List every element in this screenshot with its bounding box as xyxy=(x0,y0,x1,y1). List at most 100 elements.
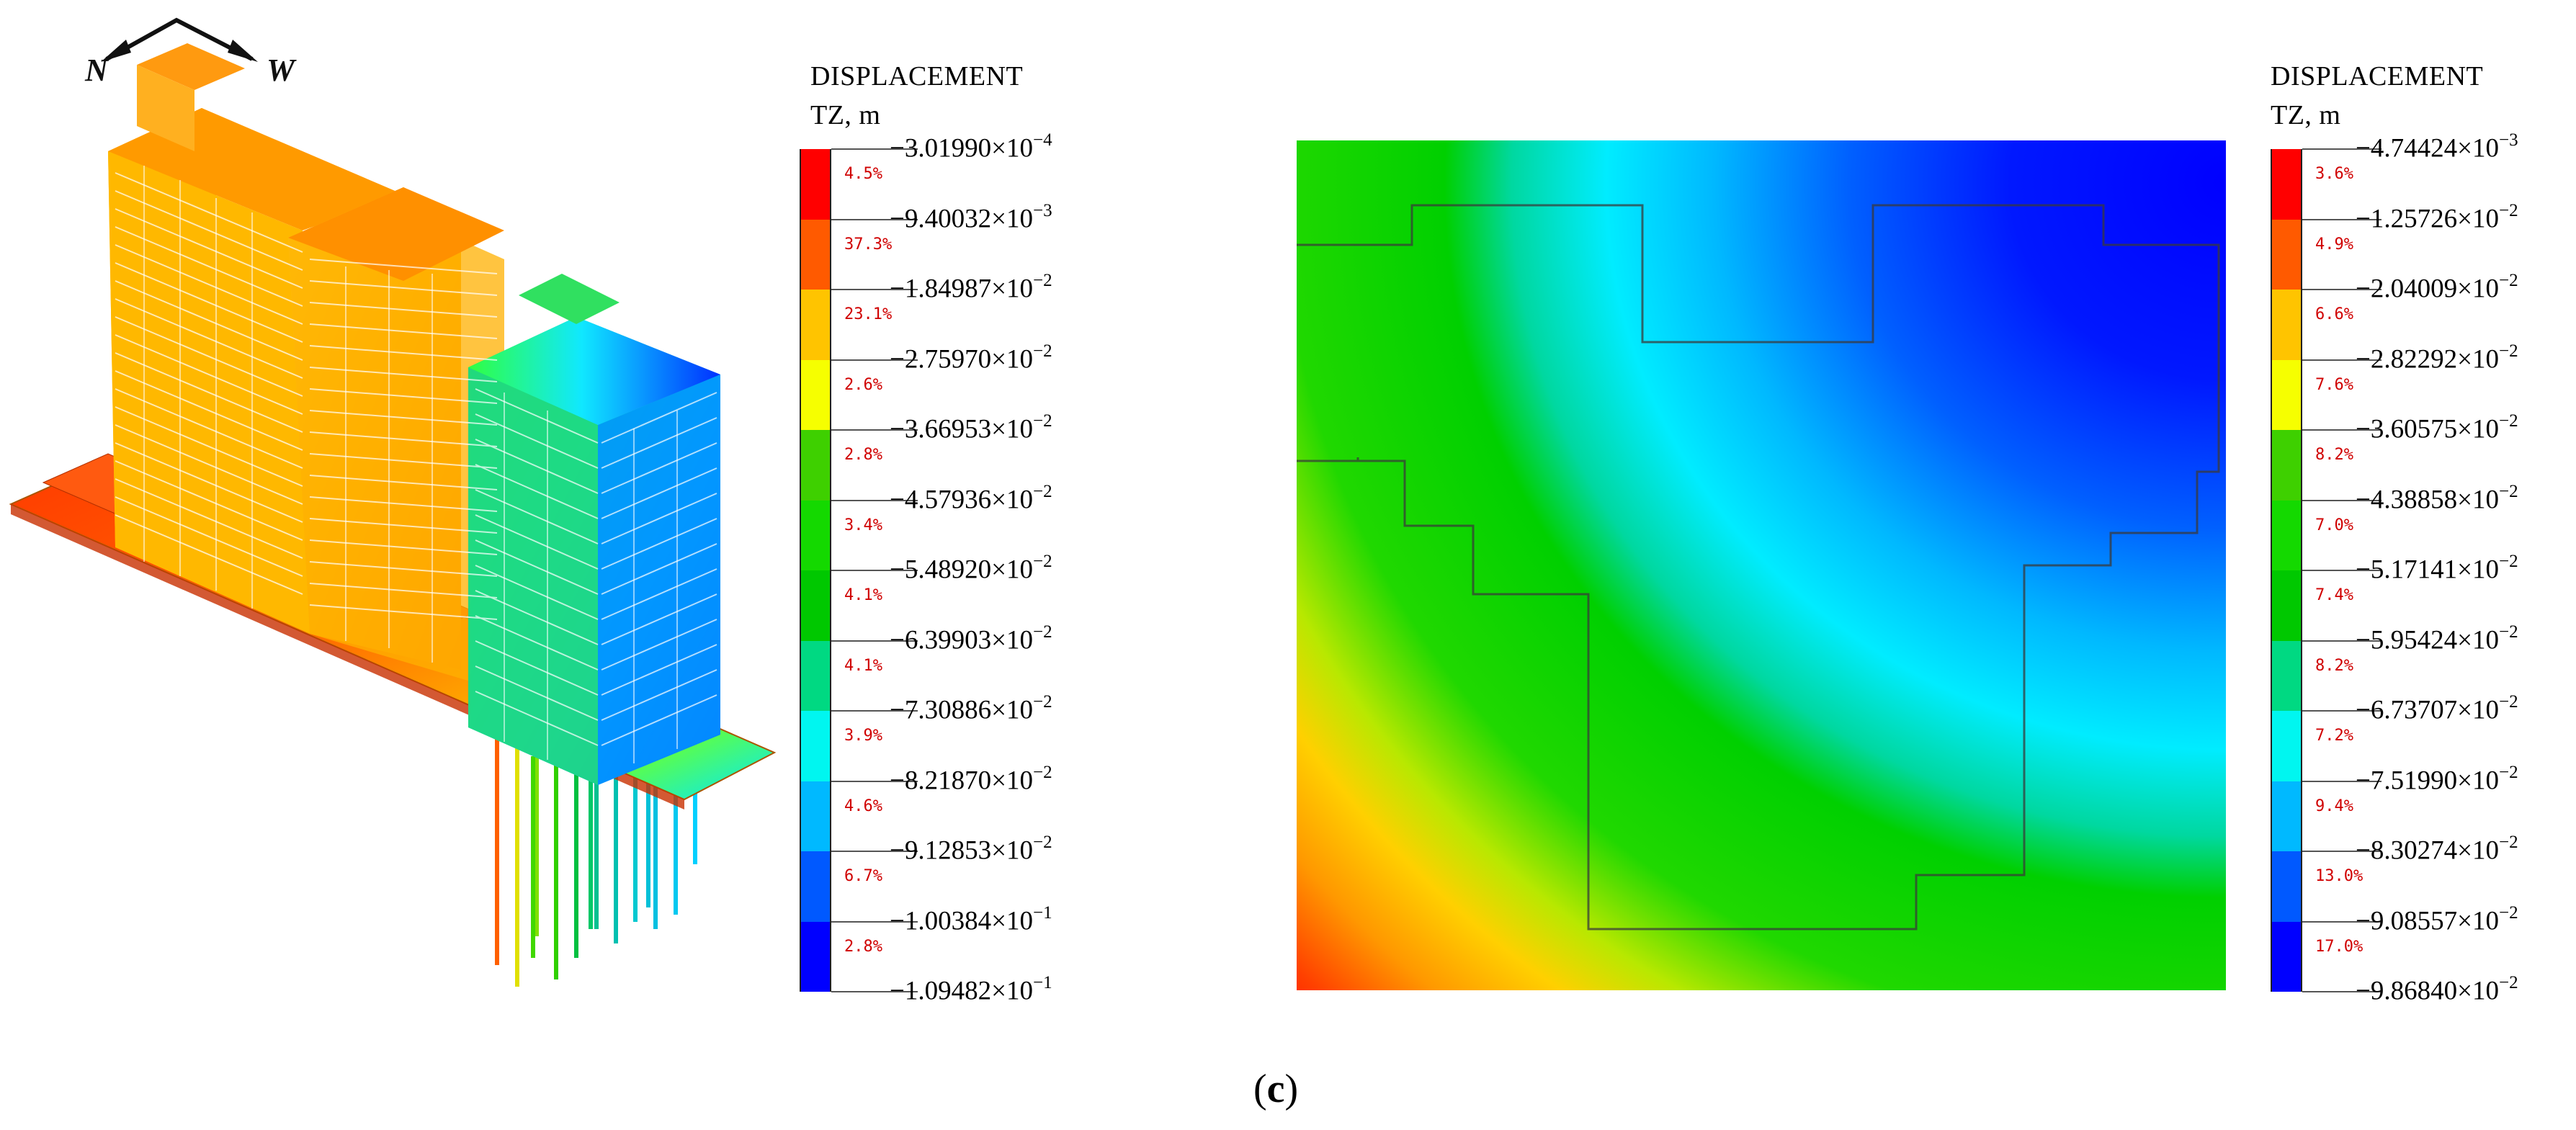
legend-left-title-line2: TZ, m xyxy=(810,100,881,130)
legend_left-value: −4.57936×10−2 xyxy=(890,481,1052,514)
legend_right-tick xyxy=(2302,289,2382,290)
legend_right-percent: 7.2% xyxy=(2315,727,2353,745)
legend_left-segment xyxy=(801,851,830,922)
compass: N W xyxy=(84,17,297,88)
legend_right-tick xyxy=(2302,780,2382,782)
legend_left-percent: 2.8% xyxy=(844,446,882,464)
legend_left-percent: 4.6% xyxy=(844,797,882,815)
legend_right-segment xyxy=(2272,500,2301,570)
legend_left-value: −9.12853×10−2 xyxy=(890,833,1052,866)
legend_right-segment xyxy=(2272,781,2301,851)
legend_left-tick xyxy=(831,710,918,712)
legend_left-tick xyxy=(831,218,918,220)
legend_left-percent: 4.1% xyxy=(844,586,882,604)
contour-plan-panel xyxy=(1297,140,2233,994)
legend_left-segment xyxy=(801,711,830,781)
compass-arrows-icon xyxy=(105,17,254,61)
legend_right-percent: 7.4% xyxy=(2315,586,2353,604)
legend-right-title-line2: TZ, m xyxy=(2271,100,2341,130)
caption-letter: c xyxy=(1266,1067,1285,1111)
legend_right-tick xyxy=(2302,429,2382,431)
legend-right: DISPLACEMENT TZ, m 3.6% 4.9% 6.6% 7.6% 8.2% 7… xyxy=(2271,58,2573,1015)
legend_right-segment xyxy=(2272,921,2301,992)
figure-caption: (c) xyxy=(1253,1066,1298,1112)
building-outlines xyxy=(1297,204,2220,931)
legend_left-percent: 3.4% xyxy=(844,516,882,534)
legend_right-tick xyxy=(2302,499,2382,501)
legend_right-value: −3.60575×10−2 xyxy=(2356,411,2518,444)
legend_left-tick xyxy=(831,851,918,852)
legend_right-value: −5.17141×10−2 xyxy=(2356,552,2518,585)
piles xyxy=(41,497,697,1023)
legend_right-percent: 3.6% xyxy=(2315,165,2353,183)
legend_right-tick xyxy=(2302,640,2382,642)
legend_left-percent: 23.1% xyxy=(844,305,893,323)
legend_left-segment xyxy=(801,430,830,501)
legend_right-segment xyxy=(2272,359,2301,430)
legend_right-segment xyxy=(2272,149,2301,220)
legend_left-value: −8.21870×10−2 xyxy=(890,762,1052,795)
legend_right-value: −4.74424×10−3 xyxy=(2356,130,2518,163)
legend_right-value: −8.30274×10−2 xyxy=(2356,833,2518,866)
legend-left-color-bar xyxy=(800,149,831,992)
legend_right-tick xyxy=(2302,920,2382,923)
legend-left-title-line1: DISPLACEMENT xyxy=(810,61,1024,91)
legend_right-tick xyxy=(2302,570,2382,571)
legend_left-segment xyxy=(801,359,830,430)
legend_left-percent: 6.7% xyxy=(844,867,882,885)
legend_right-tick xyxy=(2302,991,2382,992)
legend_left-percent: 3.9% xyxy=(844,727,882,745)
legend_left-value: −9.40032×10−3 xyxy=(890,200,1052,233)
legend_right-percent: 13.0% xyxy=(2315,867,2363,885)
legend_right-percent: 9.4% xyxy=(2315,797,2353,815)
legend_left-value: −5.48920×10−2 xyxy=(890,552,1052,585)
legend_left-tick xyxy=(831,429,918,431)
legend_left-value: −6.39903×10−2 xyxy=(890,622,1052,655)
legend_left-tick xyxy=(831,920,918,923)
legend_left-value: −3.66953×10−2 xyxy=(890,411,1052,444)
legend_right-percent: 7.0% xyxy=(2315,516,2353,534)
tower-c xyxy=(468,274,720,785)
legend_right-percent: 7.6% xyxy=(2315,375,2353,394)
legend_left-tick xyxy=(831,780,918,782)
legend_left-value: −1.84987×10−2 xyxy=(890,271,1052,304)
legend_right-value: −7.51990×10−2 xyxy=(2356,762,2518,795)
legend_left-percent: 4.5% xyxy=(844,165,882,183)
legend_left-segment xyxy=(801,219,830,290)
building-3d-model: N W xyxy=(9,17,777,1023)
legend_left-value: −3.01990×10−4 xyxy=(890,130,1052,163)
legend_left-percent: 37.3% xyxy=(844,235,893,254)
legend_left-tick xyxy=(831,991,918,992)
legend_right-value: −5.95424×10−2 xyxy=(2356,622,2518,655)
legend_left-tick xyxy=(831,570,918,571)
legend_left-percent: 2.6% xyxy=(844,375,882,394)
legend_right-segment xyxy=(2272,430,2301,501)
building-3d-panel: N W xyxy=(0,0,778,1044)
legend_left-value: −2.75970×10−2 xyxy=(890,341,1052,374)
legend_right-value: −4.38858×10−2 xyxy=(2356,481,2518,514)
caption-open-paren: ( xyxy=(1253,1067,1267,1111)
legend_left-segment xyxy=(801,921,830,992)
legend_right-tick xyxy=(2302,359,2382,361)
compass-west-label: W xyxy=(267,53,297,88)
legend_left-value: −7.30886×10−2 xyxy=(890,692,1052,725)
legend_left-segment xyxy=(801,781,830,851)
legend_right-percent: 17.0% xyxy=(2315,937,2363,956)
legend_right-value: −2.04009×10−2 xyxy=(2356,271,2518,304)
legend_left-tick xyxy=(831,289,918,290)
caption-close-paren: ) xyxy=(1284,1067,1299,1111)
legend_left-tick xyxy=(831,148,918,150)
legend_left-segment xyxy=(801,570,830,641)
legend_right-segment xyxy=(2272,290,2301,360)
legend_right-segment xyxy=(2272,711,2301,781)
legend_left-tick xyxy=(831,499,918,501)
legend_left-percent: 2.8% xyxy=(844,937,882,956)
legend_right-tick xyxy=(2302,851,2382,852)
legend-right-title-line1: DISPLACEMENT xyxy=(2271,61,2484,91)
legend_right-segment xyxy=(2272,640,2301,711)
legend_right-tick xyxy=(2302,710,2382,712)
legend_right-segment xyxy=(2272,570,2301,641)
legend_left-segment xyxy=(801,290,830,360)
legend_left-tick xyxy=(831,640,918,642)
legend-right-color-bar xyxy=(2271,149,2302,992)
